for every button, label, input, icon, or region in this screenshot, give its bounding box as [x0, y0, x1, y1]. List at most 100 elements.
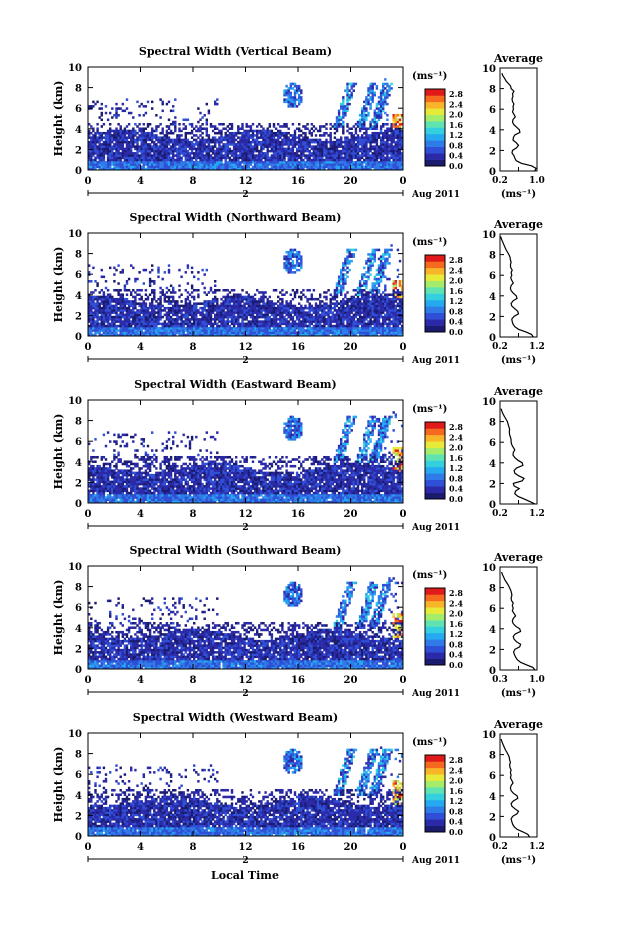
heatmap-cell [260, 327, 263, 330]
heatmap-cell [109, 136, 112, 139]
heatmap-cell [174, 324, 177, 328]
heatmap-cell [319, 313, 322, 317]
heatmap-cell [253, 129, 257, 133]
heatmap-cell [119, 154, 122, 157]
colorbar-swatch [425, 95, 445, 103]
heatmap-cell [153, 315, 156, 319]
heatmap-cell [308, 309, 311, 312]
heatmap-cell [279, 320, 282, 323]
heatmap-cell [285, 311, 288, 314]
heatmap-cell [306, 288, 309, 292]
heatmap-cell [207, 143, 211, 146]
heatmap-cell [148, 122, 152, 126]
heatmap-cell [323, 295, 326, 299]
heatmap-cell [287, 311, 290, 314]
heatmap-cell [169, 295, 173, 299]
heatmap-cell [153, 167, 156, 171]
heatmap-cell [249, 320, 253, 323]
heatmap-cell [396, 131, 400, 135]
heatmap-cell [220, 302, 223, 305]
heatmap-cell [174, 140, 177, 144]
heatmap-cell [157, 331, 160, 335]
heatmap-cell [115, 131, 118, 135]
heatmap-cell [230, 306, 234, 310]
heatmap-cell [151, 154, 154, 157]
heatmap-cell [239, 309, 242, 312]
heatmap-cell [228, 313, 232, 317]
heatmap-cell [96, 304, 99, 308]
heatmap-cell [163, 138, 166, 142]
heatmap-cell [365, 131, 368, 135]
heatmap-cell [274, 322, 278, 326]
heatmap-cell [111, 322, 114, 326]
heatmap-cell [266, 331, 269, 335]
heatmap-cell [356, 134, 360, 137]
heatmap-cell [88, 280, 91, 283]
heatmap-cell [100, 306, 103, 310]
heatmap-cell [102, 329, 106, 332]
heatmap-cell [356, 163, 360, 166]
heatmap-cell [382, 156, 385, 160]
heatmap-cell [243, 302, 246, 305]
heatmap-cell [386, 152, 389, 155]
heatmap-cell [188, 167, 192, 171]
heatmap-cell [392, 147, 395, 151]
heatmap-cell [197, 145, 200, 148]
heatmap-cell [155, 165, 158, 169]
heatmap-cell [226, 322, 229, 326]
heatmap-cell [327, 315, 330, 319]
heatmap-cell [169, 158, 173, 162]
heatmap-cell [188, 306, 192, 310]
heatmap-cell [367, 127, 370, 130]
heatmap-cell [100, 302, 103, 305]
heatmap-cell [102, 147, 106, 151]
heatmap-cell [115, 102, 118, 106]
heatmap-cell [340, 152, 343, 155]
heatmap-cell [180, 275, 183, 279]
heatmap-cell [106, 322, 110, 326]
heatmap-cell [375, 149, 379, 153]
heatmap-cell [138, 318, 141, 321]
heatmap-cell [109, 156, 112, 160]
heatmap-cell [371, 145, 374, 148]
heatmap-cell [277, 145, 280, 148]
heatmap-cell [382, 102, 385, 106]
heatmap-cell [220, 304, 223, 308]
heatmap-cell [304, 315, 307, 319]
heatmap-cell [253, 327, 257, 330]
heatmap-cell [119, 322, 122, 326]
heatmap-cell [316, 306, 320, 310]
heatmap-cell [390, 87, 393, 90]
heatmap-cell [270, 143, 274, 146]
heatmap-cell [169, 145, 173, 148]
heatmap-cell [155, 161, 158, 164]
heatmap-cell [228, 134, 232, 137]
heatmap-cell [161, 165, 164, 169]
heatmap-cell [148, 158, 152, 162]
heatmap-cell [310, 331, 313, 335]
heatmap-cell [287, 167, 290, 171]
heatmap-cell [342, 152, 345, 155]
heatmap-cell [151, 134, 154, 137]
panel-2: Spectral Width (Northward Beam)0246810He… [52, 211, 545, 366]
heatmap-cell [285, 313, 288, 317]
x-tick-label: 16 [291, 176, 305, 187]
heatmap-cell [390, 156, 393, 160]
heatmap-cell [245, 322, 248, 326]
heatmap-cell [251, 149, 255, 153]
heatmap-cell [96, 329, 99, 332]
heatmap-cell [123, 327, 127, 330]
heatmap-cell [247, 154, 250, 157]
heatmap-cell [266, 318, 269, 321]
heatmap-cell [365, 167, 368, 171]
heatmap-cell [104, 331, 108, 335]
heatmap-cell [104, 280, 108, 283]
heatmap-cell [115, 147, 118, 151]
heatmap-cell [400, 131, 404, 135]
heatmap-cell [283, 147, 286, 151]
heatmap-cell [176, 138, 179, 142]
heatmap-cell [159, 143, 162, 146]
heatmap-cell [293, 248, 297, 252]
heatmap-cell [193, 329, 196, 332]
heatmap-cell [188, 318, 192, 321]
